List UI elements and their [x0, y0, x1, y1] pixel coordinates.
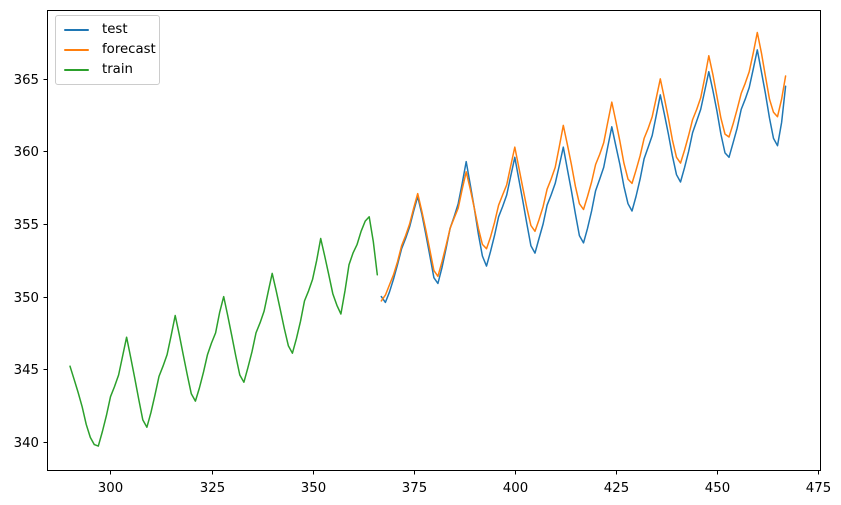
- x-tick-label: 325: [200, 481, 225, 496]
- legend: test forecast train: [55, 15, 160, 85]
- legend-item-test: test: [64, 20, 151, 40]
- x-tick-label: 425: [604, 481, 629, 496]
- x-tick-label: 350: [301, 481, 326, 496]
- x-tick-label: 375: [402, 481, 427, 496]
- series-train-line: [69, 216, 379, 447]
- legend-label-forecast: forecast: [102, 42, 156, 57]
- y-tick-label: 365: [14, 73, 39, 88]
- x-tick-label: 300: [98, 481, 123, 496]
- legend-label-test: test: [102, 22, 128, 37]
- y-tick-label: 355: [14, 218, 39, 233]
- legend-item-forecast: forecast: [64, 40, 156, 60]
- legend-item-train: train: [64, 60, 151, 80]
- y-tick-label: 345: [14, 363, 39, 378]
- y-tick-label: 340: [14, 436, 39, 451]
- series-forecast-line: [380, 31, 787, 302]
- x-tick-label: 400: [503, 481, 528, 496]
- legend-line-sample-test-icon: [64, 29, 89, 31]
- y-tick-label: 350: [14, 291, 39, 306]
- legend-line-sample-train-icon: [64, 69, 89, 71]
- y-tick-label: 360: [14, 145, 39, 160]
- x-tick-label: 450: [705, 481, 730, 496]
- legend-label-train: train: [102, 62, 133, 77]
- legend-line-sample-forecast-icon: [64, 49, 89, 51]
- x-tick-label: 475: [806, 481, 831, 496]
- plot-border: [47, 10, 821, 471]
